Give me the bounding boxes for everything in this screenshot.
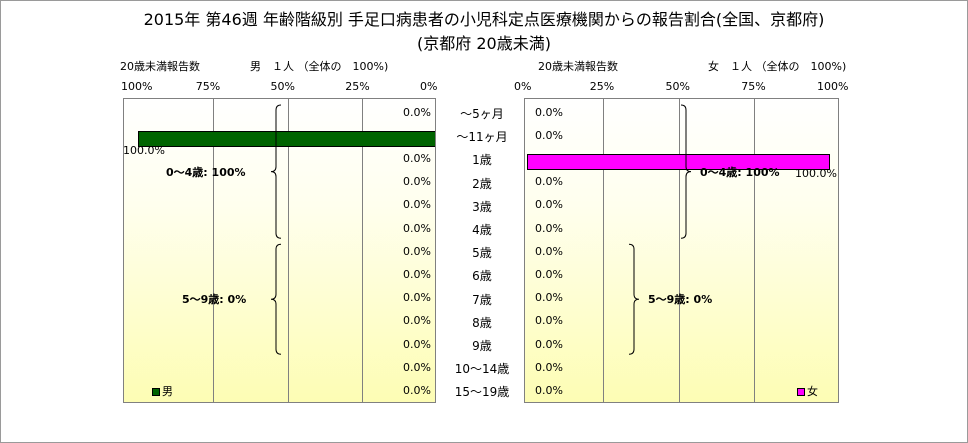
male-value-label: 0.0%	[403, 152, 431, 165]
female-value-label: 0.0%	[535, 244, 563, 258]
male-value-label: 0.0%	[403, 337, 431, 351]
male-legend: 男	[152, 383, 173, 399]
female-value-label: 100.0%	[795, 167, 837, 180]
male-total-label: 男 １人 （全体の 100%)	[250, 60, 389, 73]
male-gridline	[212, 99, 214, 402]
female-value-label: 0.0%	[535, 291, 563, 305]
age-category-label: 4歳	[472, 223, 492, 237]
male-group-bracket	[270, 104, 282, 239]
female-group-label: 0～4歳: 100%	[700, 165, 780, 179]
male-gridline	[287, 99, 289, 402]
age-category-label: ～5ヶ月	[460, 107, 504, 121]
male-plot-area	[123, 98, 436, 403]
female-value-label: 0.0%	[535, 128, 563, 142]
female-value-label: 0.0%	[535, 221, 563, 235]
age-category-label: 9歳	[472, 339, 492, 353]
female-value-label: 0.0%	[535, 337, 563, 351]
female-group-label: 5～9歳: 0%	[648, 293, 713, 307]
age-category-label: 2歳	[472, 176, 492, 191]
female-bar	[527, 154, 830, 170]
age-category-label: 1歳	[472, 153, 492, 168]
chart-title: 2015年 第46週 年齢階級別 手足口病患者の小児科定点医療機関からの報告割合…	[143, 10, 825, 29]
female-tick-label: 100%	[817, 80, 849, 93]
male-legend-swatch	[152, 388, 160, 396]
female-tick-label: 50%	[665, 80, 690, 93]
female-value-label: 0.0%	[535, 314, 563, 328]
female-value-label: 0.0%	[535, 268, 563, 281]
age-category-label: 8歳	[472, 315, 492, 330]
female-legend: 女	[797, 383, 818, 399]
male-tick-label: 100%	[121, 80, 153, 93]
female-gridline	[754, 99, 756, 402]
age-category-label: 5歳	[472, 246, 492, 261]
male-tick-label: 25%	[345, 80, 370, 93]
age-category-label: 7歳	[472, 292, 492, 307]
male-tick-label: 75%	[195, 80, 221, 93]
male-value-label: 0.0%	[403, 198, 431, 212]
female-tick-label: 0%	[514, 80, 532, 93]
male-tick-label: 50%	[270, 80, 295, 93]
female-value-label: 0.0%	[535, 360, 563, 374]
chart-subtitle: (京都府 20歳未満)	[417, 34, 551, 53]
male-legend-label: 男	[162, 385, 173, 398]
female-group-bracket	[628, 243, 640, 355]
female-legend-swatch	[797, 388, 805, 396]
male-value-label: 0.0%	[403, 268, 431, 281]
female-value-label: 0.0%	[535, 105, 563, 119]
male-bar	[138, 130, 435, 147]
age-category-label: 3歳	[472, 199, 492, 214]
male-value-label: 0.0%	[403, 360, 431, 374]
male-value-label: 0.0%	[403, 105, 431, 119]
male-gridline	[362, 99, 364, 402]
female-gridline	[602, 99, 604, 402]
female-value-label: 0.0%	[535, 198, 563, 212]
male-value-label: 0.0%	[403, 244, 431, 258]
female-value-label: 0.0%	[535, 384, 563, 397]
male-group-bracket	[270, 243, 282, 355]
age-category-label: ～11ヶ月	[456, 130, 508, 145]
male-value-label: 0.0%	[403, 221, 431, 235]
female-legend-label: 女	[807, 385, 818, 398]
female-tick-label: 25%	[589, 80, 615, 93]
female-gridline	[678, 99, 680, 402]
female-axis-label: 20歳未満報告数	[538, 60, 618, 73]
female-value-label: 0.0%	[535, 175, 563, 189]
female-group-bracket	[680, 104, 692, 239]
male-value-label: 0.0%	[403, 291, 431, 305]
age-category-label: 6歳	[472, 269, 492, 284]
age-category-label: 15～19歳	[454, 385, 510, 400]
female-total-label: 女 １人 （全体の 100%)	[708, 60, 847, 73]
age-category-label: 10～14歳	[454, 362, 510, 377]
male-axis-label: 20歳未満報告数	[120, 60, 200, 73]
male-tick-label: 0%	[420, 80, 438, 93]
male-value-label: 100.0%	[123, 143, 165, 157]
male-group-label: 0～4歳: 100%	[166, 165, 246, 179]
male-group-label: 5～9歳: 0%	[182, 293, 247, 307]
male-value-label: 0.0%	[403, 384, 431, 397]
female-tick-label: 75%	[741, 80, 766, 93]
male-value-label: 0.0%	[403, 175, 431, 189]
male-value-label: 0.0%	[403, 314, 431, 328]
female-plot-area	[524, 98, 839, 403]
